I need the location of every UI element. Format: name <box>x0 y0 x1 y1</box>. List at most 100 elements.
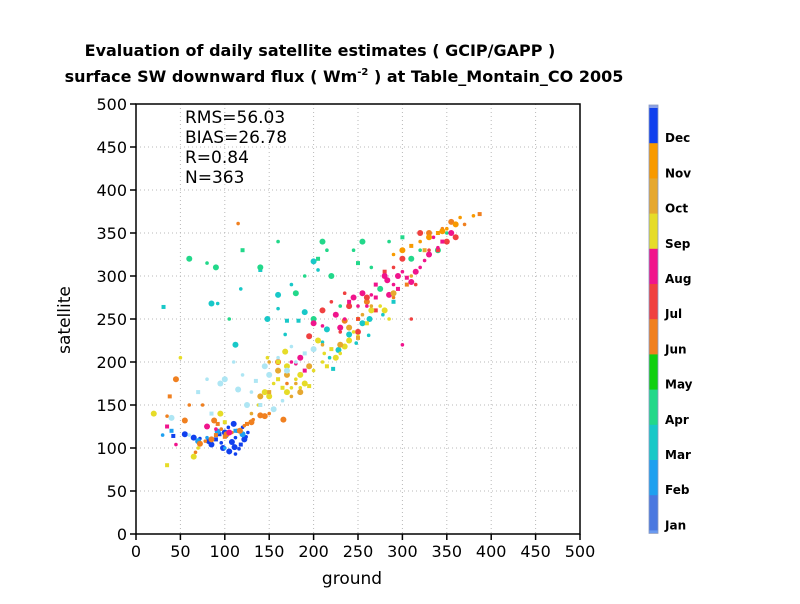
data-point <box>329 347 334 352</box>
data-point <box>298 386 303 390</box>
stat-rms: RMS=56.03 <box>185 108 285 128</box>
data-point <box>282 348 289 355</box>
data-point <box>267 390 272 395</box>
data-point <box>426 251 433 258</box>
x-tick-label: 200 <box>298 542 329 561</box>
data-point <box>301 309 308 316</box>
data-point <box>409 274 414 278</box>
data-point <box>435 231 440 235</box>
colorbar-segment <box>649 495 658 531</box>
data-point <box>471 214 476 218</box>
data-point <box>196 390 201 395</box>
colorbar-label: Mar <box>665 448 691 462</box>
data-point <box>289 282 294 287</box>
data-point <box>316 268 320 272</box>
data-point <box>203 439 208 443</box>
colorbar-segment <box>649 389 658 426</box>
colorbar-labels: Dec Nov Oct Sep Aug Jul Jun May Apr Mar Feb Jan <box>664 131 693 532</box>
data-point <box>356 261 360 266</box>
x-tick-label: 50 <box>170 542 190 561</box>
data-point <box>418 239 422 244</box>
data-point <box>294 360 298 364</box>
data-point <box>257 393 264 400</box>
data-point <box>228 438 235 445</box>
data-point <box>356 335 360 340</box>
data-point <box>338 351 343 356</box>
colorbar-label: Sep <box>665 237 691 251</box>
data-point <box>221 376 228 383</box>
chart-title-line1: Evaluation of daily satellite estimates … <box>85 41 556 60</box>
data-point <box>412 268 419 275</box>
x-tick-label: 150 <box>254 542 285 561</box>
data-point <box>215 421 220 426</box>
title-line2-sup: -2 <box>357 67 368 78</box>
colorbar-segment <box>649 108 658 144</box>
data-point <box>222 420 227 425</box>
data-point <box>168 414 175 421</box>
data-point <box>335 346 342 353</box>
x-tick-label: 350 <box>432 542 463 561</box>
data-point <box>174 442 178 447</box>
data-point <box>440 239 445 244</box>
data-point <box>302 274 307 278</box>
colorbar-label: Nov <box>665 166 691 180</box>
colorbar-label: Dec <box>665 131 690 145</box>
data-point <box>337 341 344 348</box>
data-point <box>160 433 165 437</box>
data-point <box>399 255 406 262</box>
data-point <box>311 368 316 373</box>
data-point <box>235 386 242 393</box>
y-tick-label: 450 <box>96 138 127 157</box>
data-point <box>289 394 294 399</box>
data-point <box>283 332 287 337</box>
data-point <box>285 381 289 386</box>
data-point <box>404 282 409 287</box>
data-point <box>373 295 378 300</box>
data-point <box>366 316 373 322</box>
data-point <box>280 385 285 390</box>
data-point <box>233 435 238 440</box>
colorbar-label: Jun <box>664 342 687 356</box>
data-point <box>324 364 329 369</box>
data-point <box>253 378 258 383</box>
data-point <box>431 235 436 240</box>
data-point <box>187 403 192 407</box>
data-point <box>373 308 378 313</box>
data-point <box>320 360 325 364</box>
data-point <box>276 355 280 360</box>
data-point <box>356 317 360 321</box>
title-line2-post: ) at Table_Montain_CO 2005 <box>368 67 623 86</box>
data-point <box>404 275 409 280</box>
data-point <box>391 299 396 304</box>
data-point <box>378 304 383 308</box>
data-point <box>332 311 339 318</box>
data-point <box>265 355 270 360</box>
data-point <box>169 428 174 433</box>
chart-title-line2: surface SW downward flux ( Wm-2 ) at Tab… <box>65 67 624 86</box>
colorbar-label: Jan <box>664 518 686 532</box>
x-tick-label: 100 <box>210 542 241 561</box>
data-point <box>307 384 312 389</box>
data-point <box>369 293 374 297</box>
data-point <box>387 317 391 321</box>
data-point <box>477 212 482 217</box>
data-point <box>365 304 369 308</box>
data-point <box>283 389 290 396</box>
data-point <box>275 367 282 374</box>
data-point <box>236 221 240 226</box>
data-point <box>316 256 321 261</box>
x-tick-label: 450 <box>520 542 551 561</box>
data-points <box>150 212 482 468</box>
colorbar-segment <box>649 248 658 285</box>
data-point <box>342 317 347 321</box>
data-point <box>276 360 281 364</box>
y-tick-label: 400 <box>96 181 127 200</box>
data-point <box>172 376 179 383</box>
data-point <box>150 410 157 417</box>
data-point <box>399 247 406 254</box>
data-point <box>426 234 433 241</box>
data-point <box>238 287 243 291</box>
data-point <box>351 248 356 252</box>
data-point <box>208 436 215 443</box>
data-point <box>289 386 294 390</box>
